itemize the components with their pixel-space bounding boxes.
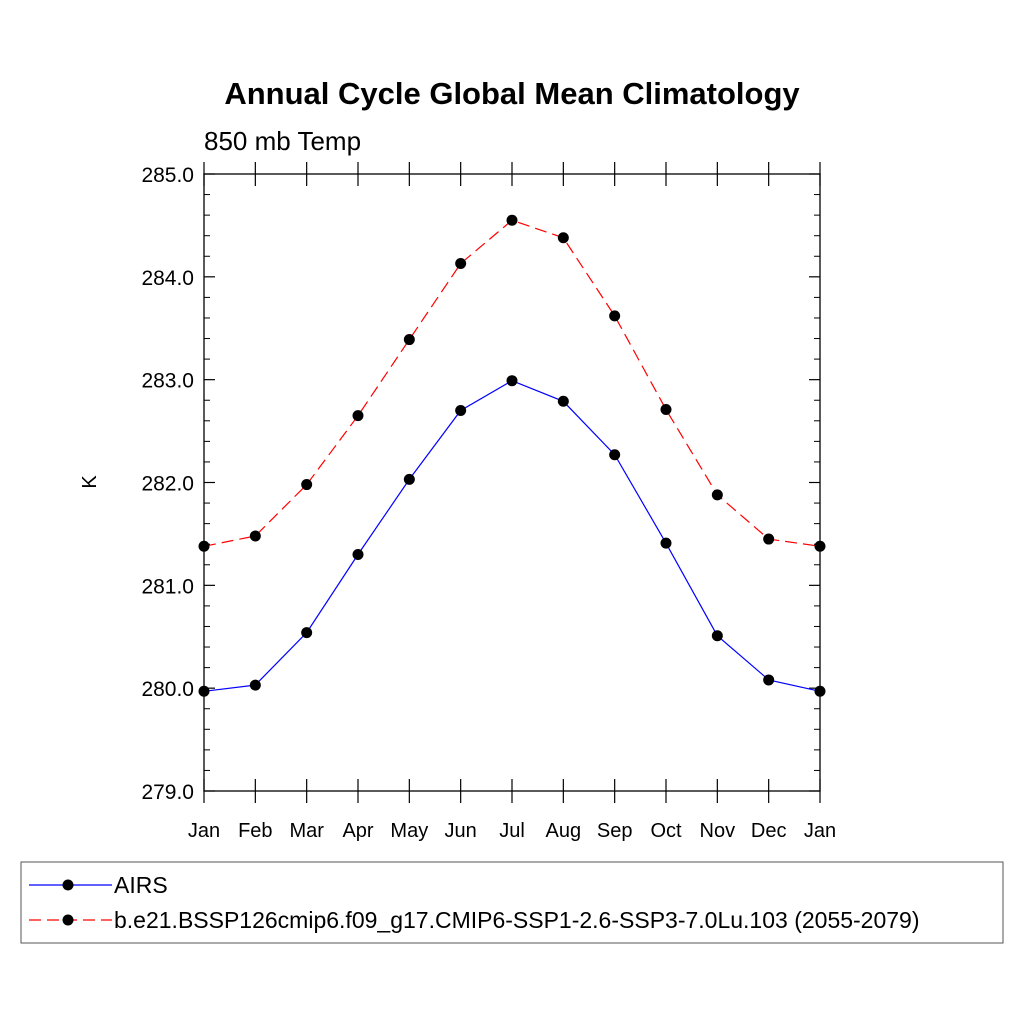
x-tick: Jun: [445, 162, 477, 842]
data-point: [557, 395, 569, 407]
x-tick-label: Jan: [804, 820, 836, 842]
data-point: [352, 410, 364, 422]
x-tick-label: Oct: [650, 820, 682, 842]
x-tick-label: Dec: [751, 820, 787, 842]
y-axis-label: K: [79, 475, 101, 489]
y-tick-label: 285.0: [141, 164, 194, 187]
x-tick: Nov: [700, 162, 736, 842]
x-tick-label: May: [390, 820, 428, 842]
y-tick: 280.0: [141, 678, 820, 701]
legend: AIRS b.e21.BSSP126cmip6.f09_g17.CMIP6-SSP…: [29, 872, 920, 933]
y-tick: 283.0: [141, 370, 820, 393]
legend-label: b.e21.BSSP126cmip6.f09_g17.CMIP6-SSP1-2.…: [114, 907, 920, 933]
x-tick-label: Jan: [188, 820, 220, 842]
x-tick: Jul: [499, 162, 525, 842]
y-axis-ticks: 279.0 280.0 281.0 282.0 283.0 284.0 285.0: [141, 164, 820, 804]
legend-item: b.e21.BSSP126cmip6.f09_g17.CMIP6-SSP1-2.…: [29, 907, 920, 933]
data-point: [301, 627, 313, 639]
data-point: [557, 232, 569, 244]
series-layer: [198, 214, 826, 697]
data-point: [403, 334, 415, 346]
series-1: [198, 214, 826, 552]
data-point: [763, 674, 775, 686]
y-tick: 285.0: [141, 164, 820, 187]
legend-marker: [62, 879, 74, 891]
data-point: [455, 257, 467, 269]
y-tick: 282.0: [141, 473, 820, 496]
data-point: [814, 685, 826, 697]
plot-frame: [203, 173, 821, 792]
data-point: [814, 540, 826, 552]
x-tick: Feb: [238, 162, 273, 842]
x-axis-ticks: Jan Feb Mar Apr May Jun Jul Aug Sep Oct Nov Dec Jan: [188, 162, 836, 842]
data-point: [711, 489, 723, 501]
data-point: [660, 403, 672, 415]
legend-marker: [62, 914, 74, 926]
x-tick: Jan: [804, 162, 836, 842]
data-point: [198, 685, 210, 697]
data-point: [506, 214, 518, 226]
series-line: [203, 380, 821, 692]
data-point: [455, 405, 467, 417]
data-point: [609, 449, 621, 461]
x-tick: Apr: [342, 162, 374, 842]
x-tick: Aug: [546, 162, 582, 842]
data-point: [506, 375, 518, 387]
data-point: [609, 310, 621, 322]
x-tick: Dec: [751, 162, 787, 842]
chart-title: Annual Cycle Global Mean Climatology: [224, 76, 800, 111]
series-0: [198, 375, 826, 697]
y-tick: 284.0: [141, 267, 820, 290]
x-tick-label: Apr: [342, 820, 373, 842]
data-point: [352, 548, 364, 560]
x-tick-label: Feb: [238, 820, 272, 842]
x-tick-label: Sep: [597, 820, 633, 842]
x-tick: Mar: [289, 162, 324, 842]
y-tick-label: 279.0: [141, 781, 194, 804]
data-point: [763, 533, 775, 545]
data-point: [301, 479, 313, 491]
data-point: [403, 473, 415, 485]
y-tick: 281.0: [141, 575, 820, 598]
y-tick-label: 284.0: [141, 267, 194, 290]
legend-item: AIRS: [29, 872, 168, 898]
legend-label: AIRS: [114, 872, 168, 898]
x-tick-label: Mar: [289, 820, 324, 842]
data-point: [660, 537, 672, 549]
x-tick-label: Nov: [700, 820, 736, 842]
x-tick: Sep: [597, 162, 633, 842]
x-tick-label: Jun: [445, 820, 477, 842]
y-tick-label: 282.0: [141, 473, 194, 496]
chart-subtitle: 850 mb Temp: [204, 126, 361, 156]
y-tick: 279.0: [141, 781, 820, 804]
data-point: [249, 679, 261, 691]
data-point: [249, 530, 261, 542]
x-tick-label: Aug: [546, 820, 582, 842]
data-point: [711, 630, 723, 642]
x-tick: Oct: [650, 162, 682, 842]
y-tick-label: 283.0: [141, 370, 194, 393]
x-tick: Jan: [188, 162, 220, 842]
legend-box: [20, 861, 1004, 944]
y-tick-label: 281.0: [141, 575, 194, 598]
data-point: [198, 540, 210, 552]
y-tick-label: 280.0: [141, 678, 194, 701]
x-tick-label: Jul: [499, 820, 525, 842]
x-tick: May: [390, 162, 428, 842]
